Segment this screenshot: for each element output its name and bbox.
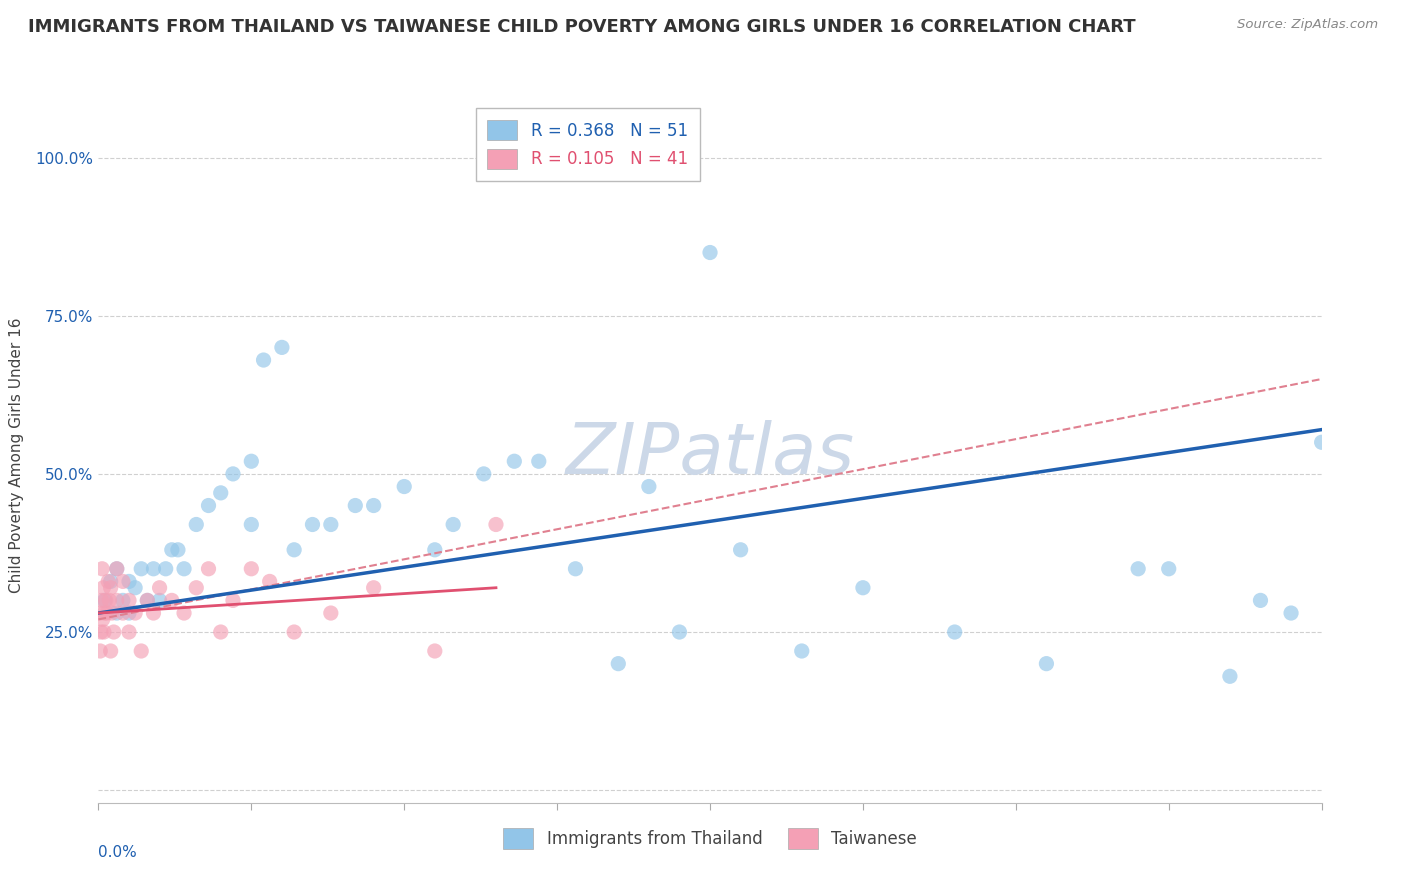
Point — [136, 593, 159, 607]
Point — [527, 454, 550, 468]
Point — [319, 606, 342, 620]
Point — [103, 625, 125, 640]
Point — [105, 593, 128, 607]
Point — [101, 606, 124, 620]
Point — [240, 562, 263, 576]
Point — [160, 542, 183, 557]
Point — [319, 517, 342, 532]
Point — [283, 542, 305, 557]
Point — [91, 612, 114, 626]
Point — [1219, 669, 1241, 683]
Point — [270, 340, 292, 354]
Point — [222, 593, 245, 607]
Point — [668, 625, 690, 640]
Text: Source: ZipAtlas.com: Source: ZipAtlas.com — [1237, 18, 1378, 31]
Point — [105, 562, 128, 576]
Legend: Immigrants from Thailand, Taiwanese: Immigrants from Thailand, Taiwanese — [495, 820, 925, 857]
Point — [129, 644, 152, 658]
Point — [124, 606, 146, 620]
Point — [423, 644, 446, 658]
Point — [1279, 606, 1302, 620]
Point — [105, 562, 128, 576]
Point — [93, 625, 115, 640]
Point — [472, 467, 495, 481]
Point — [160, 593, 183, 607]
Point — [111, 606, 134, 620]
Point — [607, 657, 630, 671]
Point — [111, 574, 134, 589]
Point — [283, 625, 305, 640]
Point — [1249, 593, 1271, 607]
Point — [1128, 562, 1150, 576]
Point — [100, 581, 122, 595]
Point — [730, 542, 752, 557]
Text: IMMIGRANTS FROM THAILAND VS TAIWANESE CHILD POVERTY AMONG GIRLS UNDER 16 CORRELA: IMMIGRANTS FROM THAILAND VS TAIWANESE CH… — [28, 18, 1136, 36]
Point — [142, 562, 165, 576]
Point — [129, 562, 152, 576]
Point — [118, 625, 141, 640]
Point — [90, 593, 112, 607]
Point — [93, 606, 115, 620]
Point — [943, 625, 966, 640]
Point — [1310, 435, 1333, 450]
Point — [155, 562, 177, 576]
Point — [363, 581, 385, 595]
Point — [790, 644, 813, 658]
Point — [186, 581, 208, 595]
Point — [259, 574, 281, 589]
Point — [97, 574, 120, 589]
Point — [564, 562, 586, 576]
Point — [1035, 657, 1057, 671]
Point — [392, 479, 416, 493]
Point — [89, 644, 111, 658]
Point — [167, 542, 190, 557]
Point — [173, 562, 195, 576]
Point — [441, 517, 464, 532]
Text: 0.0%: 0.0% — [98, 845, 138, 860]
Point — [118, 593, 141, 607]
Point — [252, 353, 274, 368]
Point — [149, 593, 172, 607]
Point — [100, 644, 122, 658]
Point — [1157, 562, 1180, 576]
Point — [93, 593, 115, 607]
Point — [96, 606, 118, 620]
Point — [852, 581, 875, 595]
Point — [90, 625, 112, 640]
Point — [344, 499, 367, 513]
Point — [197, 562, 219, 576]
Point — [363, 499, 385, 513]
Point — [209, 486, 232, 500]
Point — [222, 467, 245, 481]
Point — [136, 593, 159, 607]
Point — [423, 542, 446, 557]
Point — [91, 562, 114, 576]
Point — [118, 574, 141, 589]
Point — [699, 245, 721, 260]
Point — [301, 517, 323, 532]
Point — [98, 593, 121, 607]
Point — [209, 625, 232, 640]
Point — [91, 581, 114, 595]
Point — [149, 581, 172, 595]
Point — [89, 606, 111, 620]
Text: ZIPatlas: ZIPatlas — [565, 420, 855, 490]
Point — [111, 593, 134, 607]
Point — [240, 454, 263, 468]
Y-axis label: Child Poverty Among Girls Under 16: Child Poverty Among Girls Under 16 — [10, 318, 24, 592]
Point — [142, 606, 165, 620]
Point — [637, 479, 661, 493]
Point — [105, 606, 128, 620]
Point — [186, 517, 208, 532]
Point — [100, 574, 122, 589]
Point — [124, 581, 146, 595]
Point — [197, 499, 219, 513]
Point — [173, 606, 195, 620]
Point — [485, 517, 508, 532]
Point — [240, 517, 263, 532]
Point — [118, 606, 141, 620]
Point — [503, 454, 526, 468]
Point — [94, 593, 117, 607]
